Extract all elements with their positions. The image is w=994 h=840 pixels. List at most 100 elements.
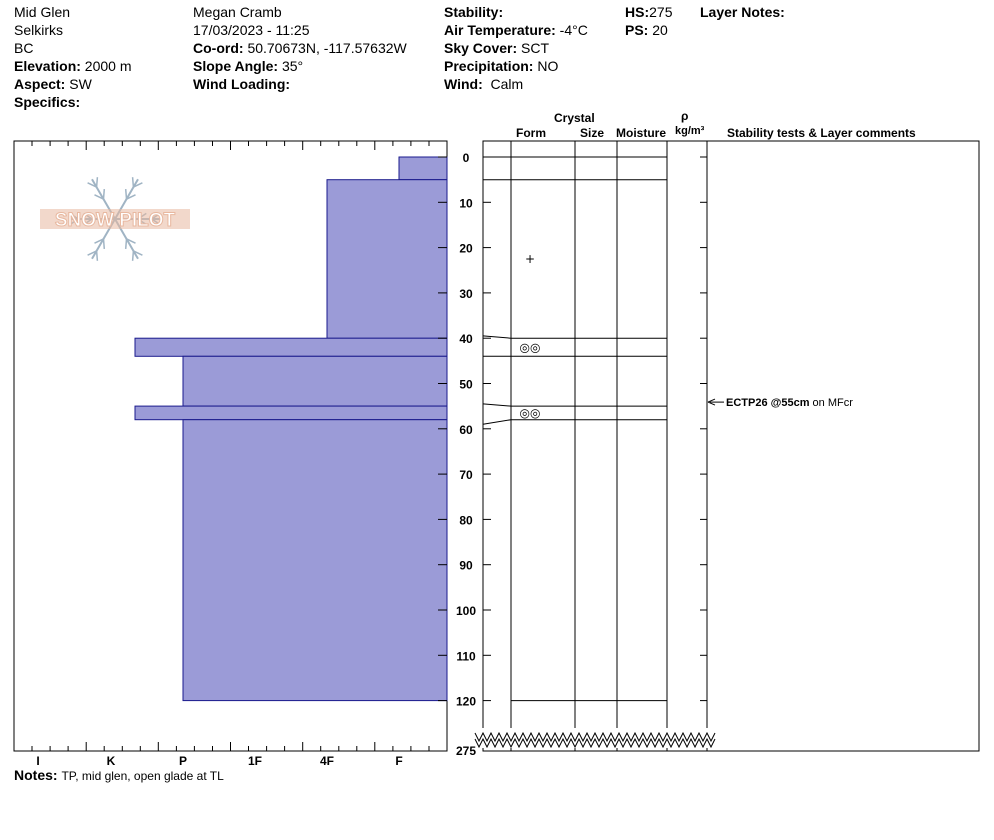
layer-connector (482, 403, 512, 407)
layer-notes-label: Layer Notes: (700, 4, 785, 20)
depth-label: 80 (459, 513, 473, 527)
hardness-label: F (395, 754, 402, 768)
hardness-layer (182, 355, 448, 407)
depth-label: 0 (463, 151, 470, 165)
depth-label: 20 (459, 242, 473, 256)
flake-branch (102, 238, 106, 249)
grain-form-symbol: + (525, 252, 535, 266)
ps: PS: 20 (625, 22, 668, 39)
flake-branch (131, 250, 135, 261)
form-header: Form (516, 126, 546, 140)
zigzag-break (474, 731, 716, 743)
observer: Megan Cramb (193, 4, 282, 20)
depth-label: 120 (456, 695, 476, 709)
layer-connector (482, 335, 512, 339)
flake-branch (133, 182, 143, 188)
test-comment: on MFcr (813, 397, 854, 409)
flake-branch (95, 177, 99, 188)
layer-table-frame (482, 140, 980, 752)
location: Mid Glen (14, 4, 71, 20)
density-unit-header: kg/m³ (675, 125, 705, 137)
size-header: Size (580, 126, 605, 140)
flake-branch (124, 189, 128, 200)
coord: Co-ord: 50.70673N, -117.57632W (193, 40, 407, 57)
depth-label: 10 (459, 196, 473, 210)
coord-value: 50.70673N, -117.57632W (247, 40, 407, 56)
sky-label: Sky Cover: (444, 40, 518, 56)
precipitation: Precipitation: NO (444, 58, 558, 75)
wind-loading-label: Wind Loading: (193, 76, 291, 92)
depth-label: 100 (456, 604, 476, 618)
hardness-label: 4F (320, 754, 334, 768)
grain-form-symbol: ◎◎ (520, 340, 541, 354)
flake-branch (95, 250, 99, 261)
elevation: Elevation: 2000 m (14, 58, 132, 75)
flake-branch (126, 238, 136, 244)
flake-branch (94, 194, 104, 200)
hardness-layer (326, 179, 448, 339)
precip-value: NO (537, 58, 559, 74)
flake-branch (133, 250, 143, 256)
flake-branch (126, 194, 136, 200)
flake-branch (131, 177, 135, 188)
datetime: 17/03/2023 - 11:25 (193, 22, 310, 38)
notes-text: TP, mid glen, open glade at TL (61, 769, 224, 783)
flake-branch (124, 238, 128, 249)
wind-label: Wind: (444, 76, 483, 92)
precip-label: Precipitation: (444, 58, 534, 74)
notes: Notes: TP, mid glen, open glade at TL (14, 767, 224, 785)
notes-label: Notes: (14, 767, 58, 783)
hardness-label: P (179, 754, 187, 768)
range: Selkirks (14, 22, 64, 38)
hardness-label: 1F (248, 754, 262, 768)
depth-total-label: 275 (456, 744, 476, 758)
slope: Slope Angle: 35° (193, 58, 303, 75)
hs: HS:275 (625, 4, 672, 21)
depth-label: 60 (459, 423, 473, 437)
depth-label: 50 (459, 378, 473, 392)
depth-label: 30 (459, 287, 473, 301)
air-temp: Air Temperature: -4°C (444, 22, 588, 39)
hs-label: HS: (625, 4, 650, 20)
test-text: ECTP26 @55cm on MFcr (726, 397, 853, 409)
hardness-label: K (107, 754, 116, 768)
rho-header: ρ (681, 109, 689, 123)
wind: Wind: Calm (444, 76, 523, 93)
zigzag-break (474, 737, 716, 749)
grain-form-symbol: ◎◎ (520, 406, 541, 420)
slope-value: 35° (281, 58, 304, 74)
elevation-value: 2000 m (84, 58, 132, 74)
depth-label: 70 (459, 468, 473, 482)
air-temp-label: Air Temperature: (444, 22, 556, 38)
flake-branch (87, 250, 97, 256)
flake-branch (102, 189, 106, 200)
sky-value: SCT (521, 40, 550, 56)
depth-label: 110 (456, 649, 476, 663)
crystal-header: Crystal (554, 111, 595, 125)
flake-branch (87, 182, 97, 188)
aspect: Aspect: SW (14, 76, 92, 93)
logo-band (40, 209, 190, 229)
stability-label: Stability: (444, 4, 504, 20)
test-arrow (707, 398, 716, 406)
depth-label: 40 (459, 332, 473, 346)
moisture-header: Moisture (616, 126, 667, 140)
depth-label: 90 (459, 559, 473, 573)
hardness-layer (182, 419, 448, 702)
hardness-label: I (36, 754, 39, 768)
hardness-layer (134, 405, 448, 421)
ps-value: 20 (652, 22, 668, 38)
specifics-label: Specifics: (14, 94, 81, 110)
ps-label: PS: (625, 22, 649, 38)
aspect-value: SW (69, 76, 92, 92)
test-result: ECTP26 @55cm (726, 397, 813, 409)
wind-value: Calm (490, 76, 524, 92)
layer-connector (482, 419, 512, 425)
air-temp-value: -4°C (559, 22, 588, 38)
elevation-label: Elevation: (14, 58, 81, 74)
province: BC (14, 40, 34, 56)
snowpilot-logo: SNOW PILOT (40, 177, 190, 261)
slope-label: Slope Angle: (193, 58, 279, 74)
coord-label: Co-ord: (193, 40, 244, 56)
